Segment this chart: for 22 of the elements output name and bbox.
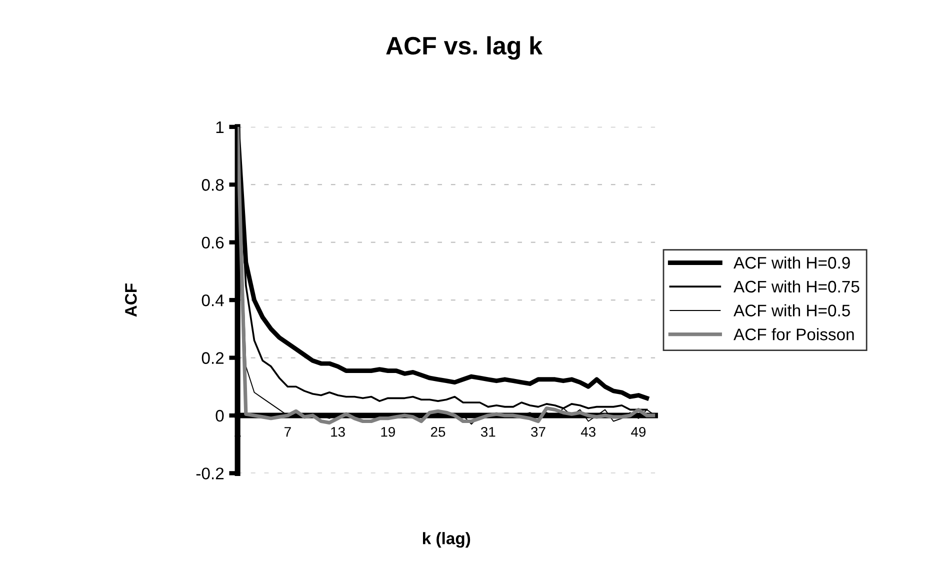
- x-tick-label: 37: [531, 426, 546, 437]
- y-tick-label: 0.8: [202, 179, 224, 191]
- legend-label: ACF with H=0.75: [734, 280, 860, 293]
- y-axis-title: ACF: [125, 284, 137, 317]
- x-tick-label: 19: [381, 426, 395, 437]
- y-tick-label: 0: [216, 410, 224, 422]
- y-tick-label: -0.2: [196, 468, 224, 480]
- x-tick-label: 13: [331, 426, 345, 437]
- legend-label: ACF with H=0.9: [734, 256, 850, 269]
- x-tick-label: 31: [480, 426, 496, 437]
- x-tick-label: 43: [580, 426, 596, 437]
- x-tick-label: 25: [430, 426, 446, 437]
- y-tick-label: 0.2: [202, 352, 224, 364]
- x-tick-label: 7: [284, 427, 291, 437]
- x-axis-title: k (lag): [422, 532, 470, 548]
- y-tick-label: 1: [216, 121, 224, 133]
- y-tick-label: 0.4: [202, 294, 224, 306]
- chart-title: ACF vs. lag k: [386, 36, 543, 60]
- x-tick-label: 49: [631, 426, 646, 437]
- y-tick-label: 0.6: [202, 236, 224, 249]
- legend-label: ACF for Poisson: [734, 328, 854, 340]
- legend-label: ACF with H=0.5: [734, 304, 850, 316]
